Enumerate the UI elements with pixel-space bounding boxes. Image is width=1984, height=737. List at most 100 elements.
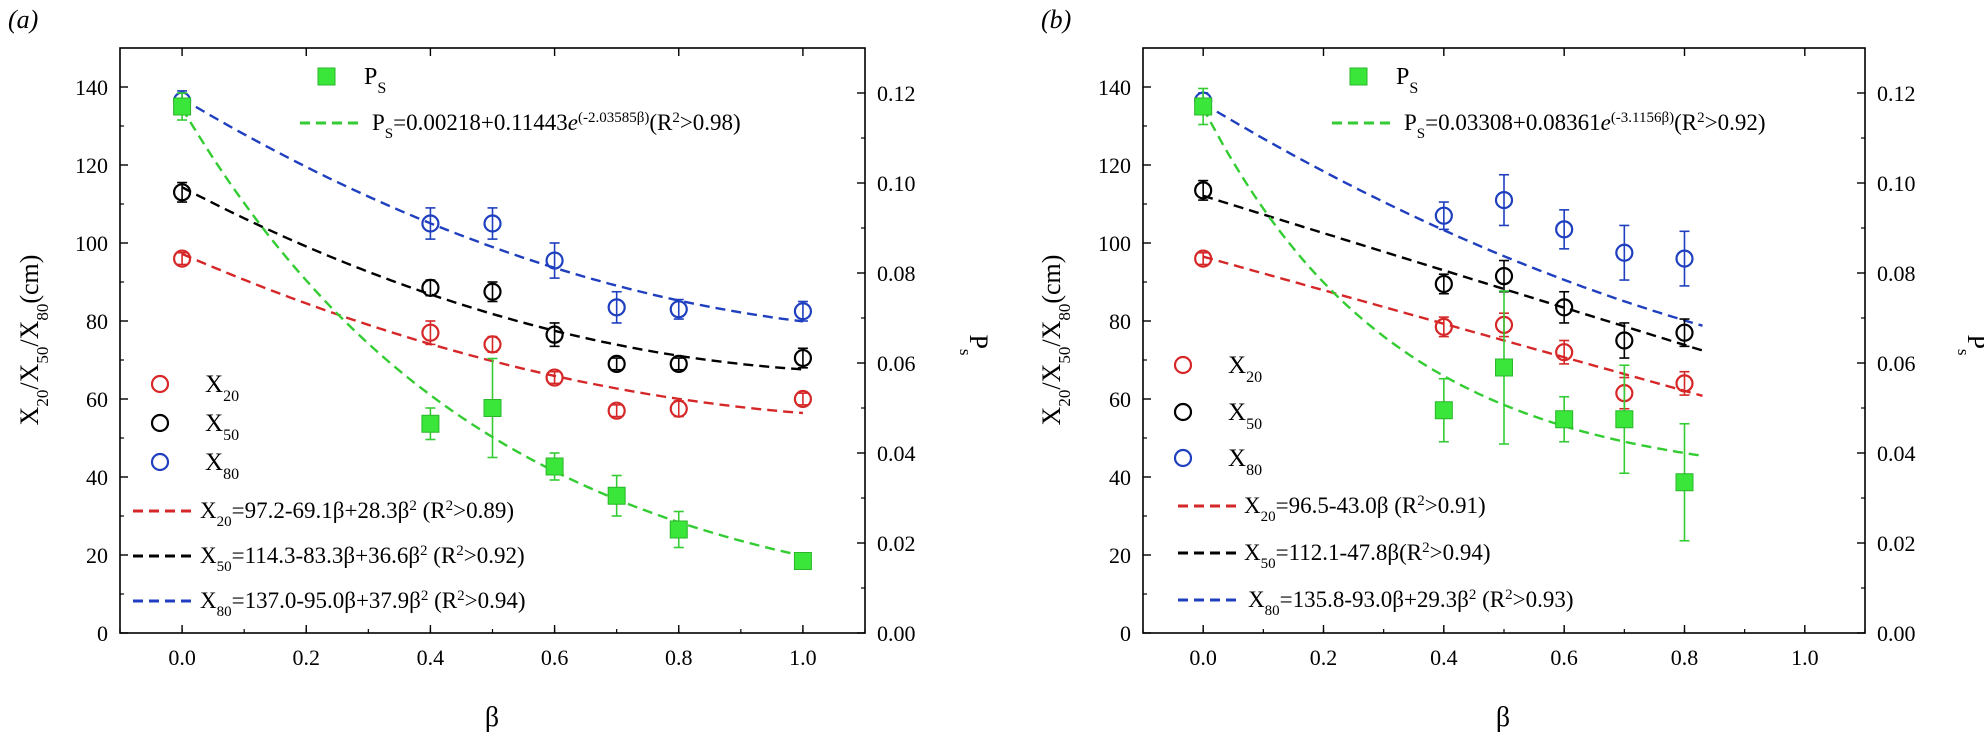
legend-ps-label-a: PS	[364, 64, 386, 97]
x-tick-label: 0.6	[1550, 645, 1578, 670]
point-x80	[607, 298, 626, 317]
point-x20	[172, 249, 192, 268]
y-tick-label-left: 80	[86, 309, 108, 334]
point-x80	[545, 251, 564, 270]
point-x20	[1194, 249, 1213, 268]
point-ps	[1495, 358, 1513, 377]
axes-b: 0.0 0.2 0.4 0.6 0.8 1.0 0 20 40 60 80 100 120 140 0.00…	[1098, 48, 1916, 670]
x-tick-label: 0.8	[665, 645, 693, 670]
x-tick-label: 1.0	[1791, 645, 1819, 670]
point-x20	[607, 401, 626, 420]
point-x80	[1555, 220, 1574, 239]
point-x20	[421, 323, 440, 342]
legend-ps-a: PS PS=0.00218+0.11443e(-2.03585β)(R2>0.9…	[300, 64, 741, 142]
point-x80	[1434, 206, 1453, 225]
legend-ps-fit-label-b: PS=0.03308+0.08361e(-3.1156β)(R2>0.92)	[1404, 110, 1766, 142]
point-ps	[1434, 401, 1453, 420]
y-tick-label-left: 0	[1120, 621, 1131, 646]
point-x50	[1194, 181, 1213, 200]
y-tick-label-right: 0.10	[1877, 171, 1916, 196]
x-tick-label: 1.0	[789, 645, 817, 670]
x-tick-label: 0.4	[1430, 645, 1458, 670]
y-tick-label-right: 0.08	[1877, 261, 1916, 286]
x-tick-label: 0.8	[1671, 645, 1699, 670]
legend-fits-a: X20=97.2-69.1β+28.3β2 (R2>0.89) X50=114.…	[133, 498, 526, 620]
fit-curve-x80	[1202, 102, 1703, 327]
y-tick-label-left: 60	[1109, 387, 1131, 412]
legend-x80-label-b: X80	[1228, 445, 1262, 479]
point-ps	[1675, 473, 1694, 492]
panel-b: (b) 0.0 0.2 0.4 0.6 0.8 1.0 0 20 40 60 80 100 120 140…	[1037, 5, 1984, 733]
point-x50	[669, 354, 688, 373]
point-ps	[1555, 410, 1574, 429]
fit-curves-a	[181, 97, 804, 558]
point-x80	[669, 300, 688, 319]
panel-label-b: (b)	[1041, 5, 1071, 34]
x-tick-label: 0.2	[1310, 645, 1338, 670]
y-tick-label-left: 80	[1109, 309, 1131, 334]
point-ps	[607, 486, 626, 505]
legend-x80-fit-label-a: X80=137.0-95.0β+37.9β2 (R2>0.94)	[200, 588, 526, 620]
y-tick-label-right: 0.06	[877, 351, 916, 376]
panel-a: (a) 0.0 0.2 0.4 0.6 0.8 1.0 0 20 40 60 80 100 120 140…	[8, 5, 993, 733]
x-tick-label: 0.6	[541, 645, 569, 670]
point-x50	[1494, 267, 1514, 286]
fit-curve-x50	[181, 186, 803, 371]
legend-x20-marker-a	[150, 374, 170, 394]
legend-x20-label-b: X20	[1228, 352, 1262, 386]
legend-x50-fit-label-a: X50=114.3-83.3β+36.6β2 (R2>0.92)	[200, 543, 525, 575]
point-x80	[483, 214, 502, 233]
point-x20	[545, 368, 564, 387]
point-x50	[172, 183, 192, 202]
legend-x80-marker-b	[1173, 448, 1193, 468]
y-axis-title-right-a: Ps	[957, 334, 994, 355]
point-x20	[483, 335, 502, 354]
legend-fits-b: X20=96.5-43.0β (R2>0.91) X50=112.1-47.8β…	[1178, 493, 1574, 619]
point-x50	[1675, 323, 1694, 342]
y-axis-title-left-b: X20/X50/X80(cm)	[1037, 255, 1074, 426]
legend-x80-fit-label-b: X80=135.8-93.0β+29.3β2 (R2>0.93)	[1248, 587, 1574, 619]
y-tick-label-left: 60	[86, 387, 108, 412]
y-axis-title-right-b: Ps	[1955, 334, 1984, 355]
point-x50	[607, 354, 626, 373]
legend-markers-a: X20 X50 X80	[150, 371, 239, 483]
y-tick-label-left: 0	[97, 621, 108, 646]
point-x20	[1675, 374, 1694, 393]
point-x50	[793, 348, 813, 368]
panel-label-a: (a)	[8, 5, 38, 34]
point-ps	[483, 399, 502, 417]
legend-x20-label-a: X20	[205, 371, 239, 405]
point-x50	[1615, 331, 1634, 350]
legend-ps-marker-a	[317, 67, 336, 86]
y-tick-label-left: 140	[1098, 75, 1131, 100]
legend-markers-b: X20 X50 X80	[1173, 352, 1262, 479]
legend-ps-marker-b	[1349, 67, 1368, 86]
point-ps	[1615, 410, 1634, 429]
y-axis-title-left-a: X20/X50/X80(cm)	[15, 255, 52, 426]
legend-ps-label-b: PS	[1396, 64, 1418, 97]
y-tick-label-left: 120	[1098, 153, 1131, 178]
legend-x80-marker-a	[150, 452, 170, 472]
y-tick-label-left: 140	[75, 75, 108, 100]
y-tick-label-left: 100	[75, 231, 108, 256]
y-tick-label-right: 0.00	[1877, 621, 1916, 646]
x-tick-label: 0.2	[293, 645, 321, 670]
point-ps	[421, 414, 440, 433]
y-tick-label-right: 0.04	[1877, 441, 1916, 466]
y-tick-label-right: 0.00	[877, 621, 916, 646]
y-tick-label-left: 120	[75, 153, 108, 178]
point-x20	[793, 389, 813, 409]
x-axis-title-b: β	[1496, 702, 1510, 733]
legend-x50-label-b: X50	[1228, 399, 1262, 433]
point-ps	[793, 552, 812, 570]
y-tick-label-right: 0.08	[877, 261, 916, 286]
point-x50	[1555, 298, 1574, 317]
legend-x20-fit-label-b: X20=96.5-43.0β (R2>0.91)	[1244, 493, 1486, 525]
y-tick-label-right: 0.02	[1877, 531, 1916, 556]
y-tick-label-right: 0.04	[877, 441, 916, 466]
legend-x50-marker-a	[150, 413, 170, 433]
y-tick-label-right: 0.12	[877, 81, 916, 106]
point-x50	[1434, 274, 1453, 294]
legend-x50-label-a: X50	[205, 410, 239, 444]
y-tick-label-left: 40	[86, 465, 108, 490]
